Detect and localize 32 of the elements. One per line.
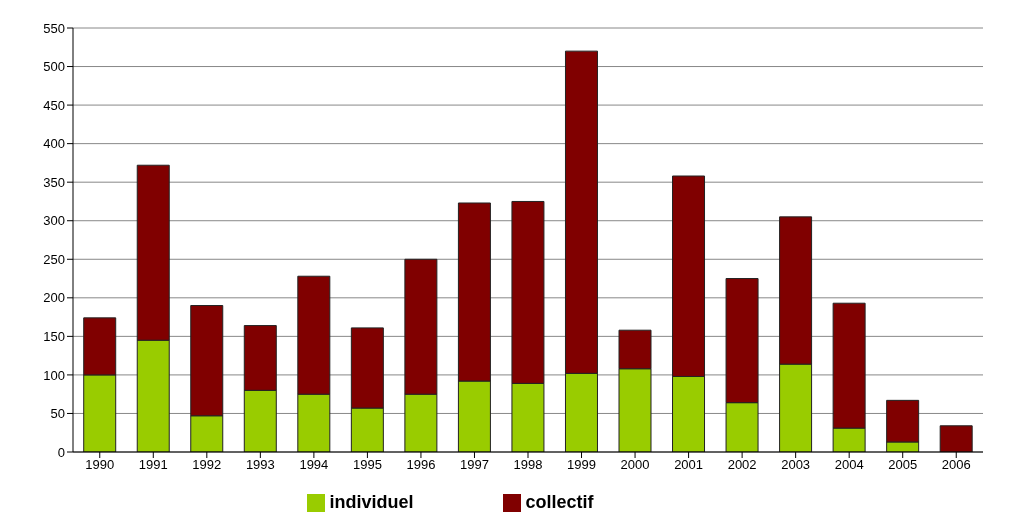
legend-label: individuel: [329, 492, 414, 512]
x-tick-label: 1991: [138, 457, 168, 473]
x-tick-label: 2001: [674, 457, 704, 473]
x-tick-label: 1995: [352, 457, 382, 473]
y-tick-label: 450: [43, 97, 65, 113]
x-tick-label: 2004: [834, 457, 864, 473]
y-tick-label: 0: [57, 444, 65, 460]
x-tick-label: 1998: [513, 457, 543, 473]
x-tick-label: 2006: [941, 457, 971, 473]
y-tick-label: 50: [50, 406, 65, 422]
y-tick-label: 100: [43, 367, 65, 383]
legend-label: collectif: [525, 492, 594, 512]
x-tick-label: 1992: [192, 457, 222, 473]
y-tick-label: 500: [43, 59, 65, 75]
x-tick-label: 1999: [567, 457, 596, 473]
x-tick-label: 2003: [781, 457, 811, 473]
y-tick-label: 150: [43, 328, 65, 344]
x-tick-label: 1990: [85, 457, 115, 473]
y-tick-label: 250: [43, 251, 65, 267]
y-tick-label: 200: [43, 290, 65, 306]
x-tick-label: 2005: [888, 457, 918, 473]
x-tick-label: 1996: [406, 457, 436, 473]
y-tick-label: 300: [43, 213, 65, 229]
y-tick-label: 550: [43, 20, 65, 36]
y-tick-label: 350: [43, 174, 65, 190]
x-tick-label: 1994: [299, 457, 329, 473]
x-tick-label: 2002: [727, 457, 757, 473]
x-tick-label: 2000: [620, 457, 650, 473]
bar: [939, 425, 973, 452]
x-tick-label: 1993: [245, 457, 275, 473]
x-tick-label: 1997: [460, 457, 489, 473]
y-tick-label: 400: [43, 136, 65, 152]
